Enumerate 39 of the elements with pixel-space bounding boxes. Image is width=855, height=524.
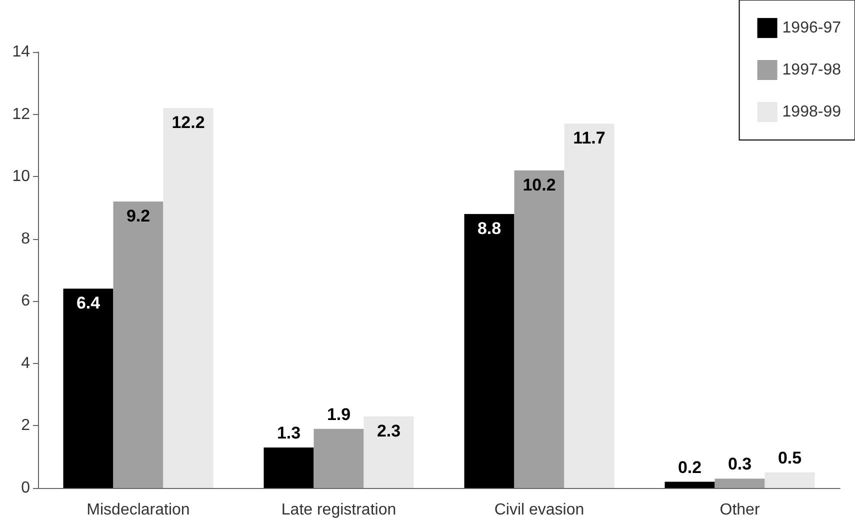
bar [664,482,715,488]
y-tick-label: 12 [12,106,30,123]
x-tick-label: Other [720,502,760,518]
y-tick-label: 14 [12,44,30,60]
bar [464,214,514,488]
x-tick-label: Civil evasion [494,502,584,518]
legend-label: 1996-97 [782,20,842,36]
data-label: 1.9 [326,404,351,424]
y-tick-label: 8 [21,230,30,248]
bar [564,124,614,488]
bar [314,428,364,488]
y-tick-label: 10 [12,168,30,186]
data-label: 11.7 [573,128,606,148]
data-label: 0.3 [728,454,752,474]
data-label: 0.2 [678,458,702,477]
y-tick-label: 2 [21,417,30,434]
data-label: 1.3 [276,424,301,443]
y-tick-label: 0 [21,480,30,496]
legend-label: 1998-99 [782,104,842,120]
data-label: 10.2 [522,175,556,194]
data-label: 2.3 [376,421,401,440]
bar [364,416,414,488]
data-label: 6.4 [76,294,101,313]
bar [764,472,815,488]
x-tick-label: Misdeclaration [86,502,190,518]
x-tick-label: Late registration [281,502,396,518]
bar [514,170,564,488]
bar [714,478,765,488]
data-label: 9.2 [126,206,150,226]
data-label: 0.5 [778,448,802,468]
legend-label: 1997-98 [782,62,842,78]
data-label: 8.8 [477,218,502,238]
bar [264,448,314,488]
y-tick-label: 6 [21,292,30,310]
bar [163,108,214,488]
bar [113,201,164,488]
y-tick-label: 4 [21,354,30,372]
data-label: 12.2 [172,113,205,132]
bar [63,288,114,488]
